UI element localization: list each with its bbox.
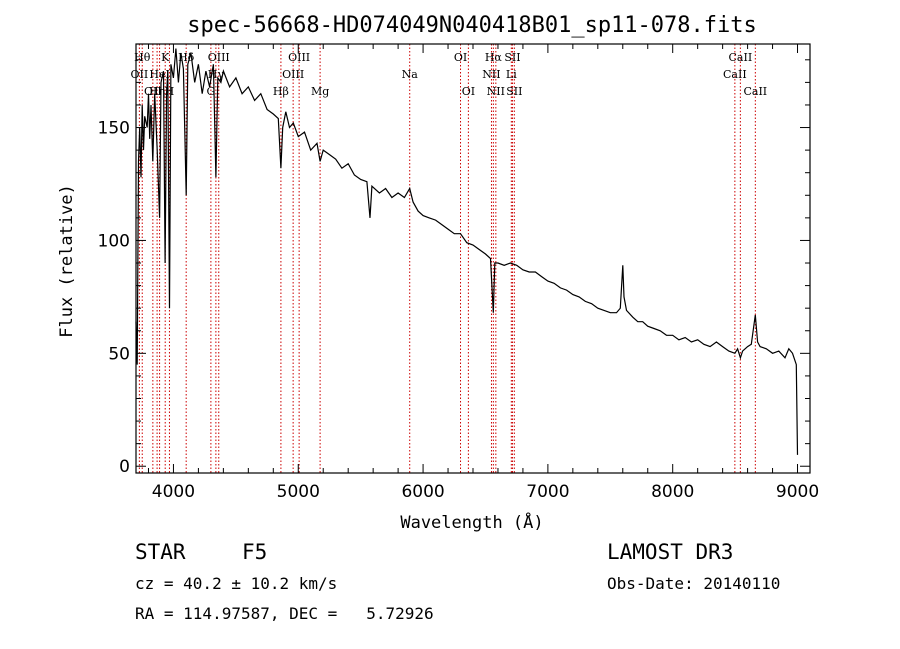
y-axis-label: Flux (relative) [57, 184, 77, 338]
coordinates: RA = 114.97587, DEC = 5.72926 [135, 604, 434, 623]
x-tick-label-1: 5000 [277, 482, 320, 502]
y-tick-label-3: 150 [98, 119, 130, 139]
y-tick-label-1: 50 [108, 344, 130, 364]
y-tick-label-2: 100 [98, 231, 130, 251]
survey-name: LAMOST DR3 [607, 540, 734, 564]
line-label-18: NII [482, 68, 500, 81]
x-tick-label-0: 4000 [152, 482, 195, 502]
line-label-21: Li [506, 68, 517, 81]
line-label-5: K [161, 51, 170, 64]
y-axis-ticks: 0 50 100 150 [98, 59, 810, 477]
x-tick-label-3: 7000 [526, 482, 569, 502]
spectrum-line [135, 48, 799, 455]
line-label-3: Hη [149, 85, 165, 98]
plot-frame [135, 43, 811, 474]
line-label-14: Mg [311, 85, 329, 98]
x-axis-label: Wavelength (Å) [400, 511, 543, 533]
x-tick-label-4: 8000 [651, 482, 694, 502]
x-axis-ticks: 4000 5000 6000 7000 8000 9000 [147, 44, 819, 502]
x-tick-label-2: 6000 [401, 482, 444, 502]
line-label-12: OIII [282, 68, 304, 81]
line-label-1: Hθ [134, 51, 151, 64]
line-label-8: G [206, 85, 215, 98]
line-label-13: OIII [288, 51, 310, 64]
line-label-25: CaII [729, 51, 753, 64]
line-label-24: CaII [723, 68, 747, 81]
line-label-19: Hα [485, 51, 503, 64]
x-tick-label-5: 9000 [776, 482, 819, 502]
line-label-6: H [165, 85, 175, 98]
line-label-15: Na [402, 68, 419, 81]
line-label-17: OI [462, 85, 475, 98]
chart-title: spec-56668-HD074049N040418B01_sp11-078.f… [187, 13, 757, 38]
line-label-4: HeI [149, 68, 169, 81]
line-label-11: Hβ [273, 85, 289, 98]
spectral-subclass: F5 [242, 540, 268, 564]
line-label-0: OII [131, 68, 149, 81]
line-label-10: OIII [208, 51, 230, 64]
line-label-16: OI [454, 51, 467, 64]
spectral-line-labels: OIIHθOIIHηHeIKHHδGHγOIIIHβOIIIOIIIMgNaOI… [131, 51, 768, 98]
line-label-20: NII [487, 85, 505, 98]
line-label-23: SII [506, 85, 522, 98]
y-tick-label-0: 0 [119, 457, 130, 477]
line-label-22: SII [504, 51, 520, 64]
spectral-line-markers [138, 44, 756, 473]
redshift-velocity: cz = 40.2 ± 10.2 km/s [135, 574, 338, 593]
object-type: STAR [135, 540, 186, 564]
line-label-26: CaII [743, 85, 767, 98]
observation-date: Obs-Date: 20140110 [607, 574, 781, 593]
